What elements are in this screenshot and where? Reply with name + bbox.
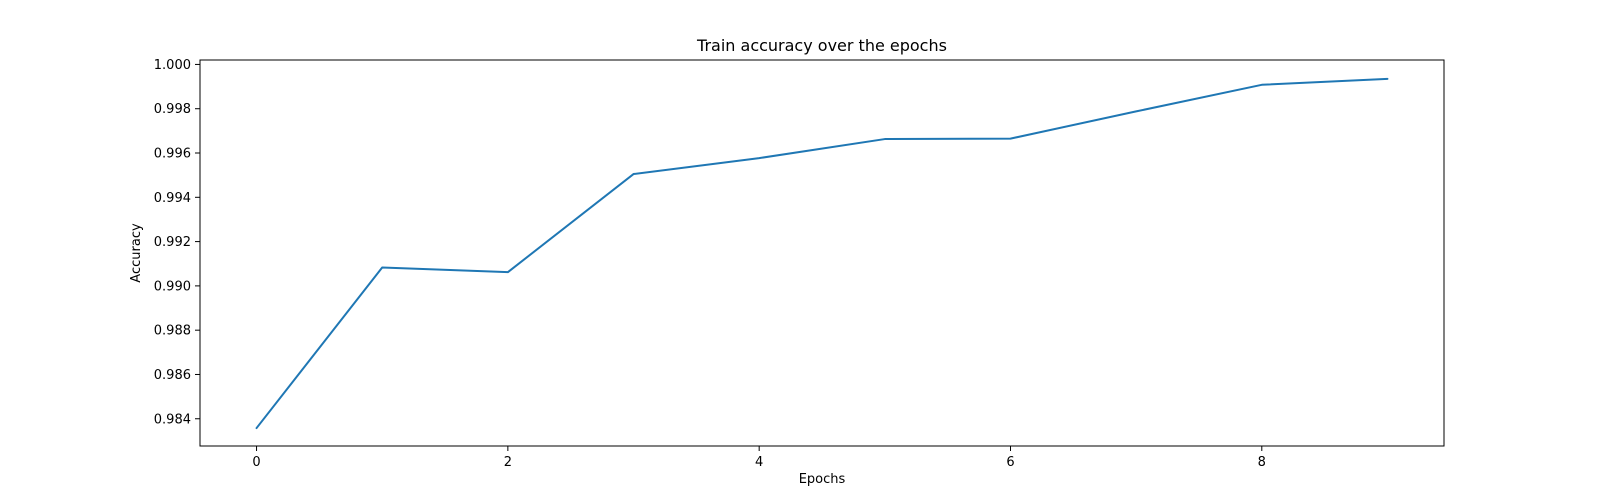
x-tick-label: 6	[1006, 455, 1014, 470]
y-tick-label: 0.994	[154, 191, 191, 206]
x-tick-label: 8	[1258, 455, 1266, 470]
y-tick-label: 0.990	[154, 279, 191, 294]
series-line-0	[255, 77, 1389, 430]
x-tick-label: 2	[504, 455, 512, 470]
x-axis-label: Epochs	[799, 472, 846, 487]
y-tick-label: 0.992	[154, 235, 191, 250]
y-tick-label: 0.986	[154, 368, 191, 383]
y-tick-label: 0.984	[154, 412, 191, 427]
plot-frame	[199, 59, 1445, 447]
chart-title: Train accuracy over the epochs	[696, 36, 947, 55]
y-axis-label: Accuracy	[129, 223, 144, 283]
y-tick-label: 0.988	[154, 324, 191, 339]
y-tick-label: 0.998	[154, 102, 191, 117]
x-tick-label: 0	[252, 455, 260, 470]
x-tick-label: 4	[755, 455, 763, 470]
y-tick-label: 1.000	[154, 58, 191, 73]
plot-area: 0 2 4 6 8 0.984 0.986 0.988 0.990 0.992 0.994 0.996…	[154, 58, 1445, 470]
y-tick-label: 0.996	[154, 147, 191, 162]
